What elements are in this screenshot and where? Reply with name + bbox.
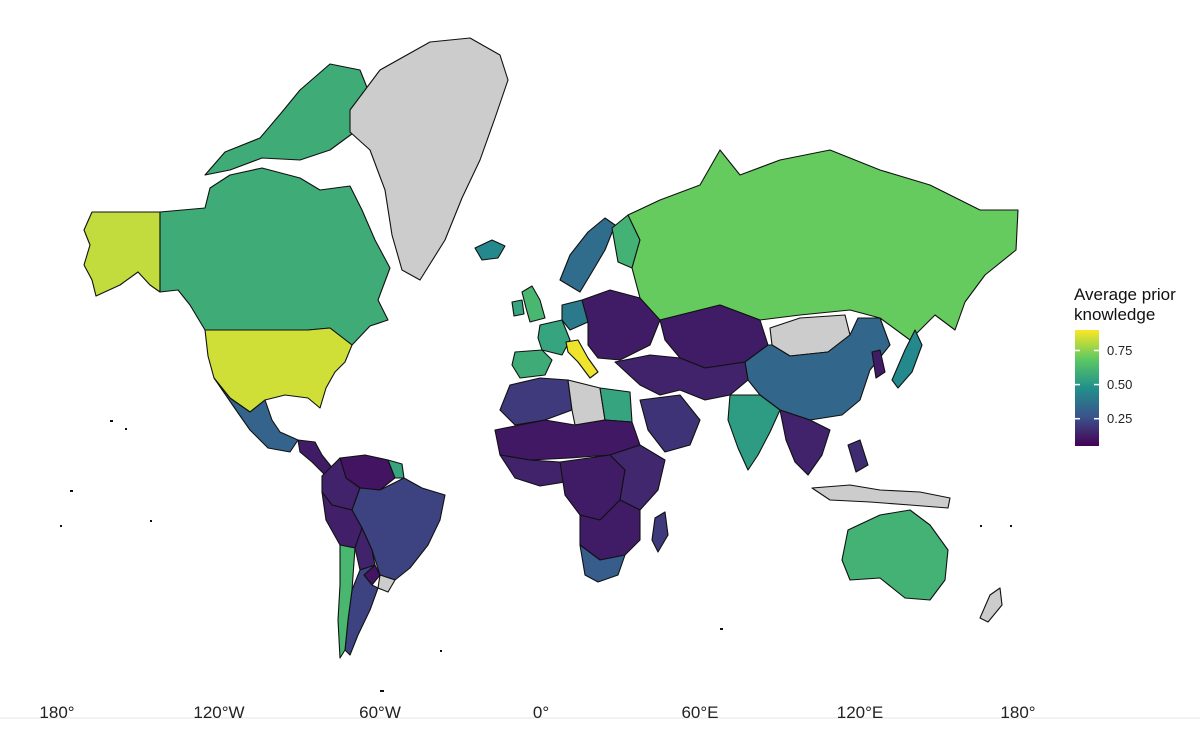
x-tick-label: 180°	[1000, 703, 1035, 722]
region-germany	[561, 299, 589, 331]
legend-title-line1: Average prior	[1074, 285, 1176, 304]
country-shapes	[83, 37, 1019, 659]
region-korea	[871, 349, 886, 379]
region-south-africa	[579, 544, 626, 583]
region-france	[537, 319, 571, 356]
region-southeast-asia	[779, 409, 831, 476]
region-japan	[891, 329, 923, 389]
x-axis-labels: 180° 120°W 60°W 0° 60°E 120°E 180°	[39, 703, 1035, 722]
region-libya	[567, 379, 606, 426]
region-canada-arctic	[204, 63, 373, 176]
region-west-africa	[499, 454, 566, 487]
region-iceland	[474, 239, 506, 261]
x-tick-label: 120°E	[837, 703, 884, 722]
region-greenland	[349, 37, 509, 281]
region-eastern-europe	[581, 289, 661, 361]
region-saudi-arabia	[639, 394, 701, 453]
region-uruguay	[377, 574, 396, 593]
region-madagascar	[651, 511, 669, 553]
region-scandinavia	[559, 217, 616, 293]
x-tick-label: 120°W	[193, 703, 244, 722]
region-chile	[337, 544, 356, 659]
x-tick-label: 180°	[39, 703, 74, 722]
legend-tick-label: 0.50	[1107, 377, 1132, 392]
region-italy	[565, 339, 599, 379]
region-india	[727, 394, 781, 471]
small-islands	[60, 420, 1012, 692]
legend-tick-label: 0.25	[1107, 411, 1132, 426]
x-tick-label: 60°E	[681, 703, 718, 722]
color-legend: Average prior knowledge 0.75 0.50 0.25	[1074, 285, 1176, 446]
legend-tick-label: 0.75	[1107, 343, 1132, 358]
region-alaska	[83, 211, 161, 297]
region-egypt	[599, 387, 633, 423]
region-ireland	[511, 299, 525, 317]
legend-ticks: 0.75 0.50 0.25	[1075, 343, 1132, 426]
region-north-africa-west	[499, 377, 573, 426]
x-tick-label: 0°	[533, 703, 549, 722]
region-bolivia	[354, 527, 376, 571]
region-united-states	[204, 327, 353, 413]
region-canada	[159, 167, 391, 346]
region-east-africa	[609, 444, 666, 511]
legend-title-line2: knowledge	[1074, 305, 1155, 324]
region-new-zealand	[979, 587, 1003, 623]
region-mexico	[213, 377, 299, 453]
region-united-kingdom	[521, 285, 546, 323]
region-philippines	[847, 439, 869, 473]
region-russia	[627, 149, 1019, 341]
region-indonesia	[811, 484, 951, 509]
legend-colorbar	[1075, 330, 1099, 446]
region-middle-east	[614, 354, 749, 401]
region-australia	[841, 509, 949, 601]
region-spain	[511, 349, 553, 379]
x-tick-label: 60°W	[359, 703, 401, 722]
